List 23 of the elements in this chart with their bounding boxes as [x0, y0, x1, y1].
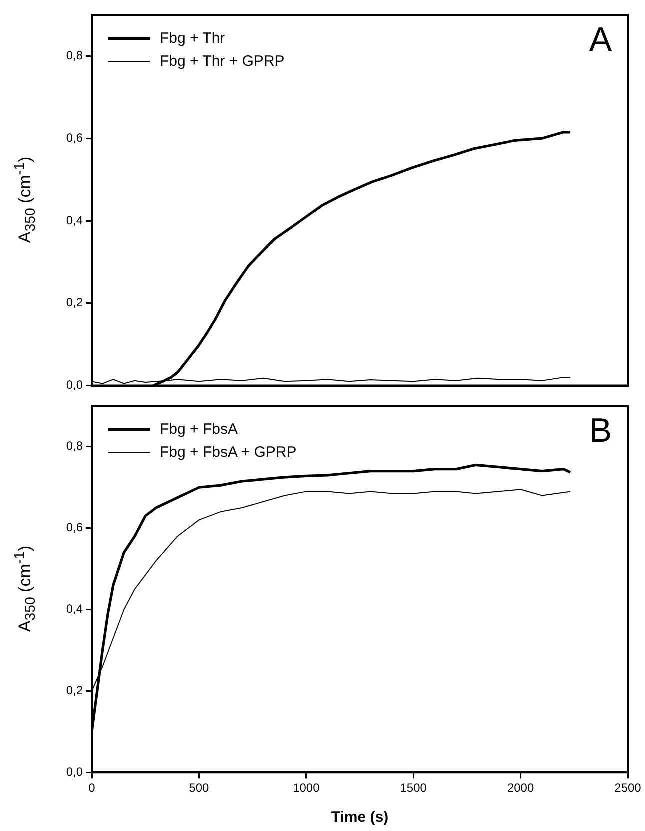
annotation: A	[589, 21, 612, 60]
x-tick-label: 0	[88, 781, 96, 796]
x-tick-label: 2500	[614, 781, 642, 796]
legend-label: Fbg + FbsA	[160, 421, 238, 438]
x-tick-label: 1000	[293, 781, 320, 796]
x-axis-title: Time (s)	[331, 809, 389, 826]
y-tick-label: 0,0	[66, 764, 84, 779]
legend-label: Fbg + Thr + GPRP	[160, 53, 285, 70]
y-tick-label: 0,6	[66, 130, 84, 145]
x-tick-label: 500	[189, 781, 210, 796]
x-tick-label: 2000	[507, 781, 534, 796]
y-tick-label: 0,2	[66, 683, 84, 698]
y-tick-label: 0,0	[66, 378, 84, 392]
y-tick-label: 0,6	[66, 520, 84, 535]
legend-label: Fbg + FbsA + GPRP	[160, 444, 297, 462]
legend-label: Fbg + Thr	[160, 30, 226, 47]
annotation: B	[589, 412, 612, 452]
y-tick-label: 0,8	[66, 48, 84, 63]
y-tick-label: 0,2	[66, 296, 84, 310]
y-tick-label: 0,4	[66, 213, 84, 228]
x-tick-label: 1500	[400, 781, 428, 796]
y-tick-label: 0,4	[66, 602, 84, 616]
y-tick-label: 0,8	[66, 439, 84, 454]
